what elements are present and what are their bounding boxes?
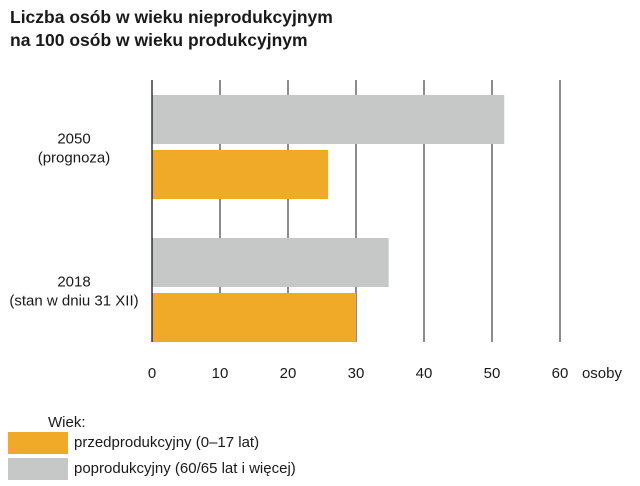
x-tick-label-60: 60	[552, 365, 569, 382]
x-tick-label-50: 50	[484, 365, 501, 382]
bar-2018-series-1	[152, 293, 356, 342]
bar-2050-series-0	[152, 95, 505, 144]
legend-swatch-poprodukcyjny	[8, 458, 68, 480]
chart-title: Liczba osób w wieku nieprodukcyjnym na 1…	[10, 6, 610, 52]
category-label-2018-line-1: 2018	[57, 274, 90, 291]
category-label-2050-line-1: 2050	[57, 131, 90, 148]
x-tick-label-20: 20	[280, 365, 297, 382]
bar-2050-series-1	[152, 150, 329, 199]
bar-2018-series-0	[152, 238, 389, 287]
legend-label-przedprodukcyjny: przedprodukcyjny (0–17 lat)	[74, 434, 260, 451]
x-tick-label-40: 40	[416, 365, 433, 382]
chart-title-line-1: Liczba osób w wieku nieprodukcyjnym	[10, 7, 333, 27]
category-label-2018-line-2: (stan w dniu 31 XII)	[9, 293, 138, 310]
category-label-2050-line-2: (prognoza)	[38, 150, 111, 167]
x-tick-label-0: 0	[148, 365, 156, 382]
legend-title: Wiek:	[48, 414, 86, 431]
x-axis-unit-label: osoby	[582, 365, 623, 382]
x-tick-label-30: 30	[348, 365, 365, 382]
chart-title-line-2: na 100 osób w wieku produkcyjnym	[10, 30, 308, 50]
x-tick-label-10: 10	[212, 365, 229, 382]
bar-chart: 0 10 20 30 40 50 60 osoby 2050 (prognoza) 2018 (sta…	[9, 80, 623, 382]
legend-swatch-przedprodukcyjny	[8, 432, 68, 454]
legend-label-poprodukcyjny: poprodukcyjny (60/65 lat i więcej)	[74, 460, 296, 477]
